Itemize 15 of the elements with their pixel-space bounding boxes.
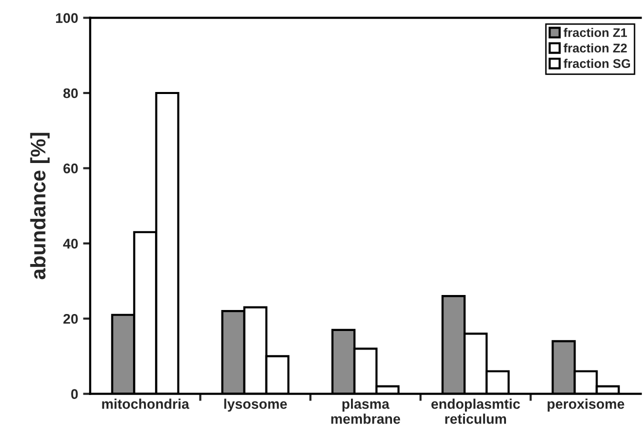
- y-tick-label: 60: [63, 164, 78, 174]
- y-tick-label: 40: [63, 238, 78, 249]
- x-tick-label: mitochondria: [102, 398, 190, 409]
- y-tick-label: 80: [63, 88, 78, 98]
- x-tick-label: lysosome: [224, 398, 287, 412]
- y-tick-label: 0: [71, 389, 78, 399]
- y-tick-label: 100: [56, 13, 78, 23]
- y-axis-title: abundance [%]: [30, 132, 50, 280]
- x-tick-label: endoplasmtic reticulum: [431, 398, 520, 424]
- legend-label: fraction Z1: [564, 28, 627, 38]
- legend-label: fraction SG: [564, 58, 630, 68]
- legend-label: fraction Z2: [564, 43, 627, 53]
- y-tick-label: 20: [63, 314, 78, 324]
- x-tick-label: plasma membrane: [331, 398, 400, 424]
- x-tick-label: peroxisome: [548, 398, 624, 412]
